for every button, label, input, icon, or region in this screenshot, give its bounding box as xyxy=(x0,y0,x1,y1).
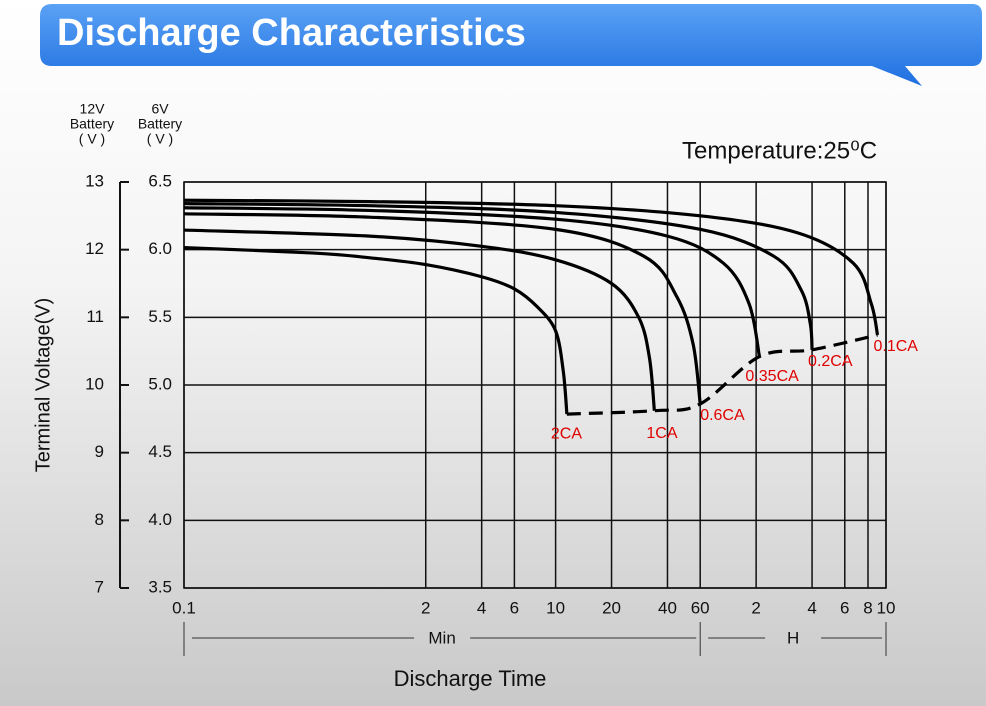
y-axis-label: Terminal Voltage(V) xyxy=(32,298,54,473)
series-line xyxy=(183,246,569,415)
x-tick-label: 6 xyxy=(840,598,849,617)
y2-unit-label: 6V xyxy=(151,101,169,117)
y2-tick-label: 6.0 xyxy=(148,239,172,258)
y-tick-label: 9 xyxy=(95,442,104,461)
x-tick-label: 8 xyxy=(863,598,872,617)
y-tick-label: 12 xyxy=(85,239,104,258)
y-tick-label: 11 xyxy=(86,307,104,326)
y2-unit-label: Battery xyxy=(138,116,182,132)
x-tick-label: 0.1 xyxy=(172,598,196,617)
x-tick-label: 6 xyxy=(510,598,519,617)
x-unit-label: H xyxy=(787,628,799,647)
y-unit-label: 12V xyxy=(80,101,106,117)
y2-tick-label: 3.5 xyxy=(148,577,172,596)
annotation: Temperature:25⁰C xyxy=(682,137,877,164)
x-axis-label: Discharge Time xyxy=(394,666,547,691)
title-banner xyxy=(40,4,982,86)
end-voltage-line xyxy=(566,333,878,416)
series-line xyxy=(183,228,656,411)
x-tick-label: 4 xyxy=(477,598,486,617)
series-label: 0.2CA xyxy=(808,353,853,370)
x-unit-label: Min xyxy=(428,628,455,647)
x-tick-label: 4 xyxy=(807,598,816,617)
series-label: 0.6CA xyxy=(700,407,745,424)
y-tick-label: 8 xyxy=(95,510,104,529)
x-tick-label: 10 xyxy=(546,598,565,617)
y-tick-label: 10 xyxy=(85,374,104,393)
y-tick-label: 7 xyxy=(95,577,104,596)
y2-tick-label: 4.5 xyxy=(148,442,172,461)
series-line xyxy=(183,198,880,336)
y-tick-label: 13 xyxy=(85,171,104,190)
series-line xyxy=(183,202,814,350)
y2-unit-label: ( V ) xyxy=(147,131,173,147)
y2-tick-label: 6.5 xyxy=(148,171,172,190)
series-line xyxy=(183,206,761,357)
x-tick-label: 2 xyxy=(751,598,760,617)
series-label: 2CA xyxy=(551,425,582,442)
x-tick-label: 40 xyxy=(658,598,677,617)
y2-tick-label: 5.0 xyxy=(148,374,172,393)
x-tick-label: 2 xyxy=(421,598,430,617)
chart-title: Discharge Characteristics xyxy=(57,12,526,54)
series-label: 1CA xyxy=(646,425,677,442)
series-line xyxy=(183,212,702,405)
x-tick-label: 10 xyxy=(877,598,896,617)
series-label: 0.35CA xyxy=(745,368,799,385)
x-tick-label: 60 xyxy=(691,598,710,617)
x-tick-label: 20 xyxy=(602,598,621,617)
series-label: 0.1CA xyxy=(873,338,918,355)
y-unit-label: Battery xyxy=(70,116,114,132)
y2-tick-label: 5.5 xyxy=(148,307,172,326)
y2-tick-label: 4.0 xyxy=(148,510,172,529)
y-unit-label: ( V ) xyxy=(79,131,105,147)
